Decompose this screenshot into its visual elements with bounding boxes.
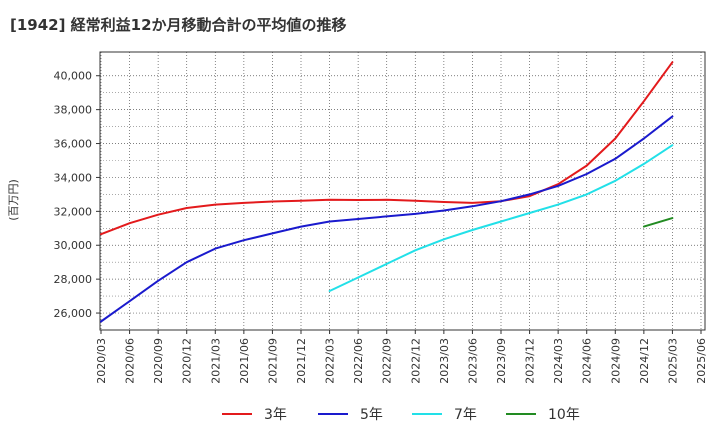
legend-label: 3年 [264, 407, 287, 423]
legend-label: 5年 [360, 407, 383, 423]
x-tick-label: 2023/12 [524, 338, 537, 384]
x-tick-label: 2022/03 [324, 338, 337, 384]
x-tick-label: 2024/03 [552, 338, 565, 384]
x-tick-label: 2022/06 [352, 338, 365, 384]
y-tick-label: 34,000 [54, 171, 93, 184]
series-line-0 [100, 61, 674, 236]
x-tick-label: 2020/03 [95, 338, 108, 384]
y-tick-label: 36,000 [54, 138, 93, 151]
y-tick-label: 40,000 [54, 70, 93, 83]
grid-lines [100, 52, 705, 330]
y-tick-label: 28,000 [54, 273, 93, 286]
series-line-3 [642, 217, 674, 228]
legend: 3年 5年 7年 10年 [222, 407, 580, 423]
series-lines [100, 61, 674, 323]
axes: 26,000 28,000 30,000 32,000 34,000 36,000 38,0… [54, 51, 708, 384]
series-line-2 [328, 144, 674, 292]
x-tick-label: 2025/03 [666, 338, 679, 384]
x-tick-label: 2022/12 [409, 338, 422, 384]
y-tick-label: 38,000 [54, 104, 93, 117]
x-tick-label: 2021/12 [295, 338, 308, 384]
x-tick-label: 2023/06 [466, 338, 479, 384]
x-tick-label: 2024/12 [638, 338, 651, 384]
x-tick-label: 2021/09 [266, 338, 279, 384]
x-tick-label: 2024/06 [581, 338, 594, 384]
legend-label: 7年 [454, 407, 477, 423]
y-tick-label: 26,000 [54, 307, 93, 320]
y-tick-label: 32,000 [54, 205, 93, 218]
x-tick-label: 2024/09 [609, 338, 622, 384]
x-tick-label: 2025/06 [695, 338, 708, 384]
x-tick-label: 2023/03 [438, 338, 451, 384]
legend-label: 10年 [548, 407, 580, 423]
y-axis-label: (百万円) [7, 179, 20, 221]
chart-title: [1942] 経常利益12か月移動合計の平均値の推移 [10, 16, 347, 34]
x-tick-label: 2021/03 [209, 338, 222, 384]
x-tick-label: 2020/12 [181, 338, 194, 384]
series-line-1 [100, 115, 674, 323]
x-tick-label: 2021/06 [238, 338, 251, 384]
x-tick-label: 2023/09 [495, 338, 508, 384]
x-tick-label: 2022/09 [381, 338, 394, 384]
y-tick-label: 30,000 [54, 239, 93, 252]
x-tick-label: 2020/09 [152, 338, 165, 384]
x-tick-label: 2020/06 [124, 338, 137, 384]
plot-frame [99, 51, 706, 331]
